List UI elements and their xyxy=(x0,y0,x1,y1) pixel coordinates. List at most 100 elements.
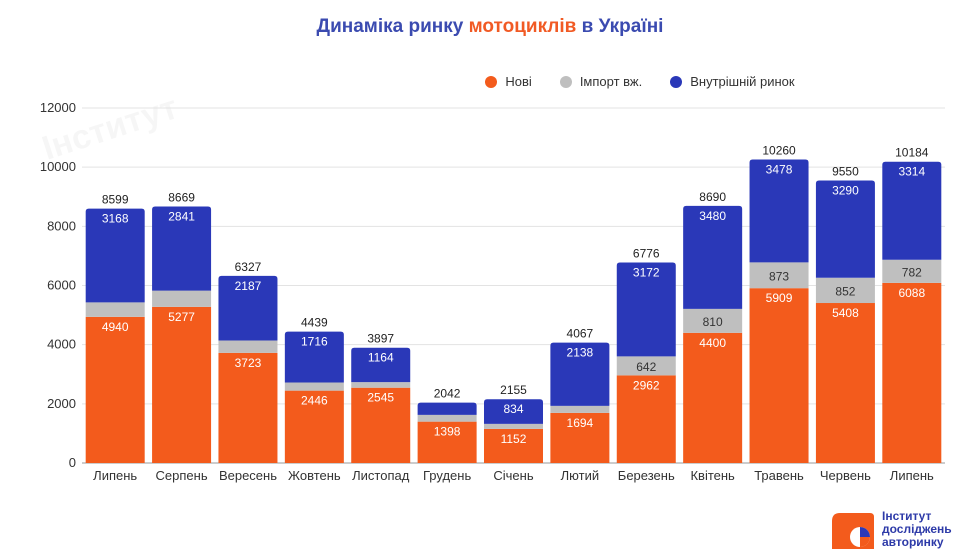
bar-segment xyxy=(218,352,278,463)
data-label: 3172 xyxy=(633,266,660,280)
data-label: 782 xyxy=(902,265,922,279)
data-label: 1152 xyxy=(501,432,527,446)
bar-segment xyxy=(815,180,875,278)
logo-mark-icon xyxy=(830,507,876,551)
data-label: 810 xyxy=(703,315,723,329)
bar-segment xyxy=(749,159,809,263)
x-tick-label: Вересень xyxy=(219,468,277,483)
bar-segment xyxy=(284,331,344,383)
data-label: 3723 xyxy=(235,356,262,370)
bar-segment xyxy=(284,390,344,463)
x-tick-label: Грудень xyxy=(423,468,471,483)
bar-segment xyxy=(683,308,743,333)
y-tick-label: 10000 xyxy=(40,159,76,174)
data-label: 1398 xyxy=(434,425,461,439)
total-label: 2155 xyxy=(500,383,527,397)
y-tick-label: 4000 xyxy=(47,337,76,352)
data-label: 852 xyxy=(835,284,855,298)
x-tick-label: Листопад xyxy=(352,468,410,483)
total-label: 9550 xyxy=(832,164,859,178)
x-tick-label: Червень xyxy=(820,468,871,483)
y-tick-label: 12000 xyxy=(40,100,76,115)
x-tick-label: Жовтень xyxy=(288,468,341,483)
data-label: 5408 xyxy=(832,306,859,320)
bar-segment xyxy=(284,382,344,391)
logo-line-1: Інститут xyxy=(882,508,932,523)
legend-label-1: Імпорт вж. xyxy=(579,74,643,89)
chart-title-highlight: мотоциклів xyxy=(468,16,577,37)
bar-segment xyxy=(749,288,809,463)
data-label: 4940 xyxy=(102,320,129,334)
x-tick-label: Серпень xyxy=(156,468,208,483)
data-label: 6088 xyxy=(898,286,925,300)
bar-segment xyxy=(85,316,145,463)
data-label: 1716 xyxy=(301,335,328,349)
legend-swatch-0 xyxy=(485,75,498,88)
logo-line-3: авторинку xyxy=(882,534,944,549)
data-label: 3480 xyxy=(699,209,726,223)
chart-title-prefix: Динаміка ринку xyxy=(316,16,469,37)
data-label: 3290 xyxy=(832,183,859,197)
y-tick-label: 0 xyxy=(69,455,76,470)
total-label: 10184 xyxy=(895,146,929,160)
total-label: 4067 xyxy=(567,327,594,341)
total-label: 8690 xyxy=(699,190,726,204)
data-label: 3314 xyxy=(898,165,925,179)
bar-segment xyxy=(484,428,543,463)
data-label: 4400 xyxy=(699,336,726,350)
bar-segment xyxy=(616,356,676,376)
data-label: 2446 xyxy=(301,394,328,408)
total-label: 8599 xyxy=(102,193,129,207)
legend-label-0: Нові xyxy=(505,74,532,89)
data-label: 5277 xyxy=(168,310,195,324)
bar-segment xyxy=(749,262,809,289)
bar-segment xyxy=(882,161,942,260)
x-tick-label: Квітень xyxy=(690,468,735,483)
institute-logo: Інститут досліджень авторинку xyxy=(830,504,975,554)
bar-segment xyxy=(417,421,477,463)
x-tick-label: Липень xyxy=(890,468,934,483)
bar-segment xyxy=(351,382,411,388)
bar-segment xyxy=(152,290,212,307)
y-tick-label: 2000 xyxy=(47,396,76,411)
legend-swatch-1 xyxy=(559,75,572,88)
data-label: 2138 xyxy=(567,346,594,360)
total-label: 6776 xyxy=(633,247,660,261)
data-label: 642 xyxy=(636,360,656,374)
bar-segment xyxy=(683,205,743,309)
x-tick-label: Березень xyxy=(618,468,675,483)
data-label: 1164 xyxy=(368,351,394,365)
bar-segment xyxy=(218,340,278,353)
bar-segment xyxy=(550,342,610,406)
x-tick-label: Січень xyxy=(493,468,533,483)
data-label: 1694 xyxy=(567,416,594,430)
x-tick-label: Липень xyxy=(93,468,137,483)
logo-line-2: досліджень xyxy=(882,521,952,536)
legend-item-0: Нові xyxy=(185,74,532,89)
total-label: 8669 xyxy=(168,191,195,205)
bar-segment xyxy=(484,423,543,429)
bar-segment xyxy=(417,414,477,422)
legend-label-2: Внутрішній ринок xyxy=(690,74,795,89)
bar-segment xyxy=(85,208,145,303)
bar-segment xyxy=(815,277,875,304)
bar-segment xyxy=(351,387,411,463)
bar-segment xyxy=(815,303,875,463)
chart-title: Динаміка ринку мотоциклів в Україні xyxy=(0,16,980,38)
total-label: 2042 xyxy=(434,387,461,401)
data-label: 3478 xyxy=(766,162,793,176)
total-label: 4439 xyxy=(301,316,328,330)
legend-item-1: Імпорт вж. xyxy=(559,74,643,89)
total-label: 3897 xyxy=(367,332,394,346)
legend-swatch-2 xyxy=(670,75,683,88)
total-label: 6327 xyxy=(235,260,262,274)
bar-segment xyxy=(683,332,743,463)
data-label: 834 xyxy=(503,402,523,416)
y-tick-label: 6000 xyxy=(47,278,76,293)
bar-segment xyxy=(218,275,278,341)
bar-segment xyxy=(417,402,477,415)
bar-segment xyxy=(550,412,610,463)
chart-title-suffix: в Україні xyxy=(576,16,664,37)
bar-segment xyxy=(484,399,543,424)
